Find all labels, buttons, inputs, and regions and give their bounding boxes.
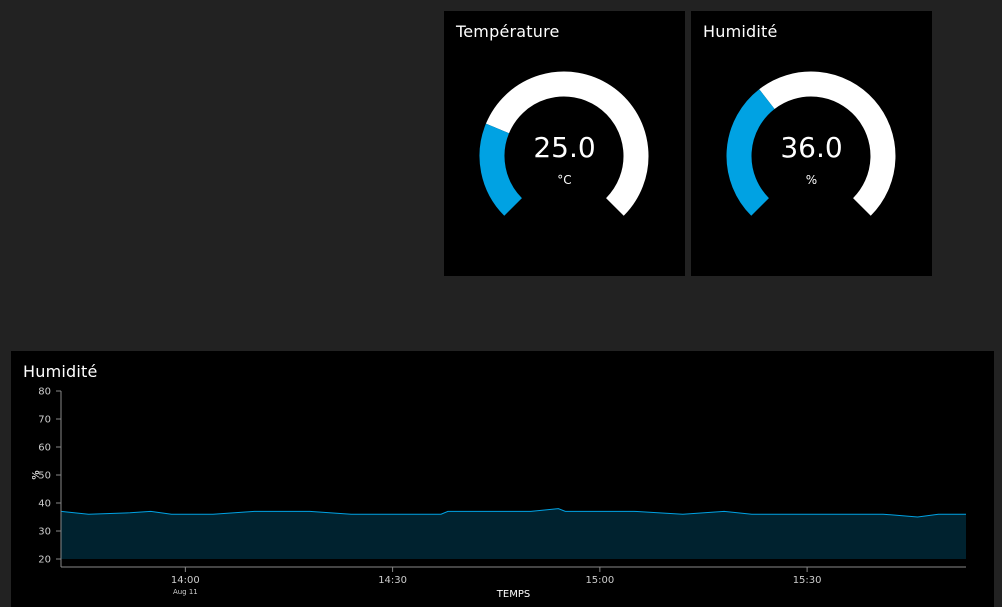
x-tick-label: 14:30 <box>378 575 407 586</box>
temperature-gauge-fill <box>479 123 523 216</box>
humidity-chart: 20 30 40 50 60 70 80 14:00 Aug 11 14:30 15:00 15:30… <box>31 387 966 600</box>
y-tick-label: 40 <box>38 499 51 510</box>
temperature-gauge-track <box>485 71 649 216</box>
y-axis-label: % <box>31 470 42 480</box>
humidity-gauge-track <box>759 71 896 216</box>
x-tick-label: 15:30 <box>793 575 822 586</box>
temperature-gauge <box>479 71 649 216</box>
y-tick-label: 50 <box>38 471 51 482</box>
temperature-value: 25.0 <box>533 131 596 164</box>
humidity-gauge <box>726 71 896 216</box>
humidity-gauge-card: Humidité 36.0 % <box>691 11 932 276</box>
y-tick-label: 70 <box>38 415 51 426</box>
x-tick-label: 15:00 <box>585 575 614 586</box>
x-axis-label: TEMPS <box>496 589 530 600</box>
humidity-series-line <box>60 508 966 518</box>
humidity-gauge-fill <box>726 89 775 216</box>
y-tick-label: 60 <box>38 443 51 454</box>
humidity-chart-title: Humidité <box>23 362 98 381</box>
y-tick-label: 30 <box>38 527 51 538</box>
temperature-gauge-card: Température 25.0 °C <box>444 11 685 276</box>
temperature-unit: °C <box>557 173 572 187</box>
humidity-chart-card: Humidité 20 30 40 50 60 70 80 14:00 Aug 11 14:30 1… <box>11 351 994 607</box>
humidity-gauge-title: Humidité <box>703 22 778 41</box>
temperature-gauge-title: Température <box>456 22 560 41</box>
x-tick-label: 14:00 <box>171 575 200 586</box>
humidity-value: 36.0 <box>780 131 843 164</box>
y-tick-label: 80 <box>38 387 51 398</box>
humidity-unit: % <box>805 173 818 187</box>
x-tick-sublabel: Aug 11 <box>173 588 198 596</box>
humidity-area-fill <box>61 508 966 559</box>
y-tick-label: 20 <box>38 555 51 566</box>
